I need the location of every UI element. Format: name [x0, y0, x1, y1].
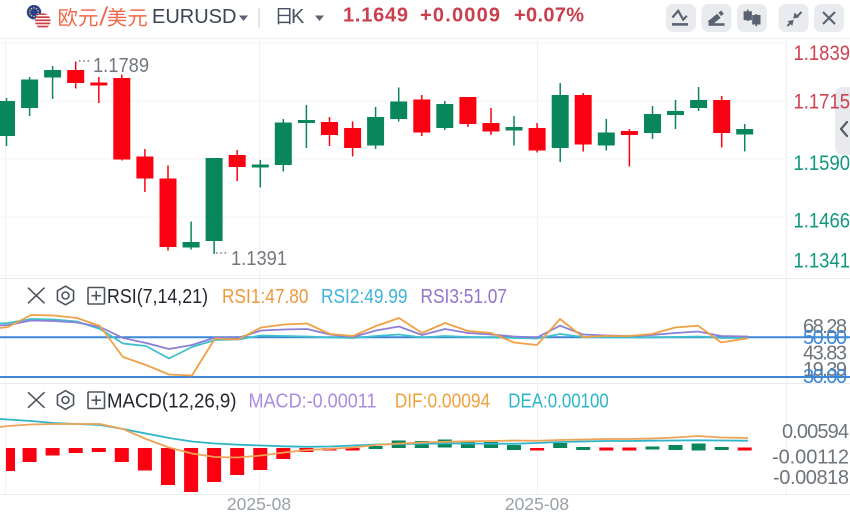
svg-text:1.1391: 1.1391: [231, 248, 287, 270]
svg-text:K: K: [291, 6, 305, 28]
svg-text:1.1590: 1.1590: [794, 152, 850, 175]
svg-text:0.00594: 0.00594: [782, 421, 849, 443]
svg-text:MACD:-0.00011: MACD:-0.00011: [249, 391, 377, 413]
svg-text:1.1341: 1.1341: [794, 250, 850, 273]
svg-text:+0.0009: +0.0009: [420, 5, 500, 27]
svg-text:1.1466: 1.1466: [794, 210, 850, 233]
svg-text:1.1839: 1.1839: [794, 42, 850, 65]
svg-text:2025-08: 2025-08: [505, 494, 569, 514]
svg-text:RSI(7,14,21): RSI(7,14,21): [107, 286, 208, 308]
svg-text:DIF:0.00094: DIF:0.00094: [395, 391, 491, 413]
svg-text:-0.00112: -0.00112: [772, 447, 849, 469]
svg-text:RSI1:47.80: RSI1:47.80: [222, 286, 309, 308]
svg-text:1.1649: 1.1649: [343, 5, 408, 27]
svg-text:-0.00818: -0.00818: [773, 467, 849, 489]
svg-text:1.1715: 1.1715: [794, 91, 850, 114]
svg-text:RSI2:49.99: RSI2:49.99: [321, 286, 408, 308]
svg-text:RSI3:51.07: RSI3:51.07: [421, 286, 508, 308]
svg-text:1.1789: 1.1789: [93, 55, 149, 77]
svg-text:+0.07%: +0.07%: [514, 5, 584, 27]
svg-text:MACD(12,26,9): MACD(12,26,9): [107, 391, 237, 413]
svg-text:EURUSD: EURUSD: [152, 6, 236, 28]
svg-text:2025-08: 2025-08: [227, 494, 291, 514]
svg-text:DEA:0.00100: DEA:0.00100: [508, 391, 609, 413]
svg-text:30.00: 30.00: [803, 366, 847, 388]
